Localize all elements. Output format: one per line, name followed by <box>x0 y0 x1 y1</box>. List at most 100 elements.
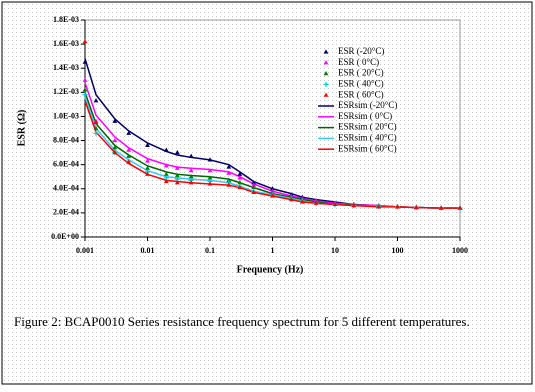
y-tick-label: 0.0E+00 <box>51 232 79 241</box>
marker <box>145 165 150 170</box>
marker <box>82 39 88 44</box>
marker <box>207 157 213 162</box>
marker <box>395 204 400 209</box>
legend-label: ESR ( 20°C) <box>338 68 384 78</box>
legend-label: ESRsim (-20°C) <box>338 100 397 110</box>
marker <box>145 171 150 176</box>
marker <box>112 145 118 150</box>
legend-marker <box>323 71 329 76</box>
x-tick-label: 100 <box>392 246 404 255</box>
caption: Figure 2: BCAP0010 Series resistance fre… <box>14 314 470 329</box>
marker <box>174 180 180 185</box>
marker <box>251 180 257 185</box>
marker <box>270 188 275 193</box>
marker <box>207 175 213 180</box>
x-tick-label: 10 <box>331 246 339 255</box>
legend-label: ESRsim ( 20°C) <box>338 122 397 132</box>
legend-marker <box>323 60 329 65</box>
marker <box>237 175 243 180</box>
marker <box>112 118 118 123</box>
marker <box>351 203 357 208</box>
marker <box>299 199 305 204</box>
marker <box>237 184 243 190</box>
legend-label: ESR ( 0°C) <box>338 57 379 67</box>
y-tick-label: 2.0E-04 <box>53 208 79 217</box>
marker <box>251 184 257 190</box>
legend-label: ESR ( 40°C) <box>338 78 384 88</box>
legend-label: ESRsim ( 60°C) <box>338 143 397 153</box>
y-axis-label: ESR (Ω) <box>16 110 27 147</box>
marker <box>93 119 99 125</box>
marker <box>145 142 150 147</box>
marker <box>188 174 194 179</box>
marker <box>163 147 169 152</box>
marker <box>237 180 243 185</box>
y-tick-label: 8.0E-04 <box>53 135 79 144</box>
marker <box>174 165 180 170</box>
marker <box>207 181 213 186</box>
x-tick-label: 0.001 <box>76 246 94 255</box>
legend-label: ESRsim ( 40°C) <box>338 132 397 142</box>
marker <box>188 180 194 185</box>
marker <box>313 200 319 205</box>
marker <box>82 92 88 98</box>
marker <box>82 77 88 82</box>
marker <box>376 204 382 209</box>
marker <box>188 168 194 173</box>
legend-label: ESR (-20°C) <box>338 46 384 56</box>
marker <box>163 163 169 168</box>
marker <box>163 171 169 176</box>
legend-marker <box>323 92 329 97</box>
marker <box>332 201 338 207</box>
y-tick-label: 4.0E-04 <box>53 184 79 193</box>
marker <box>226 177 232 182</box>
x-tick-label: 1 <box>271 246 275 255</box>
legend-label: ESRsim ( 0°C) <box>338 111 392 121</box>
marker <box>126 130 132 135</box>
marker <box>174 172 180 178</box>
y-tick-label: 1.0E-03 <box>53 111 79 120</box>
marker <box>163 178 169 184</box>
x-tick-label: 0.1 <box>205 246 215 255</box>
marker <box>126 147 132 152</box>
marker <box>457 205 463 210</box>
marker <box>237 171 243 176</box>
marker <box>93 98 99 103</box>
x-axis-label: Frequency (Hz) <box>237 264 304 275</box>
y-tick-label: 1.4E-03 <box>53 63 79 72</box>
x-tick-label: 1000 <box>452 246 468 255</box>
marker <box>82 59 88 64</box>
marker <box>93 125 99 131</box>
legend-marker <box>323 81 329 87</box>
marker <box>288 197 294 202</box>
marker <box>126 159 132 164</box>
y-tick-label: 1.2E-03 <box>53 87 79 96</box>
marker <box>126 153 132 158</box>
marker <box>226 182 232 187</box>
marker <box>93 130 99 136</box>
marker <box>270 193 275 198</box>
legend-label: ESR ( 60°C) <box>338 89 384 99</box>
marker <box>226 170 232 175</box>
y-tick-label: 6.0E-04 <box>53 159 79 168</box>
marker <box>112 150 118 155</box>
marker <box>226 164 232 169</box>
marker <box>174 150 180 155</box>
y-tick-label: 1.8E-03 <box>53 15 79 24</box>
y-tick-label: 1.6E-03 <box>53 39 79 48</box>
marker <box>188 153 194 158</box>
marker <box>112 137 118 143</box>
marker <box>207 168 213 173</box>
marker <box>251 182 257 187</box>
marker <box>82 87 88 92</box>
plot-area <box>84 19 461 238</box>
marker <box>251 189 257 194</box>
legend-marker <box>323 49 329 54</box>
marker <box>145 158 150 163</box>
marker <box>413 204 419 210</box>
marker <box>270 186 275 191</box>
x-tick-label: 0.01 <box>141 246 155 255</box>
marker <box>438 205 444 210</box>
